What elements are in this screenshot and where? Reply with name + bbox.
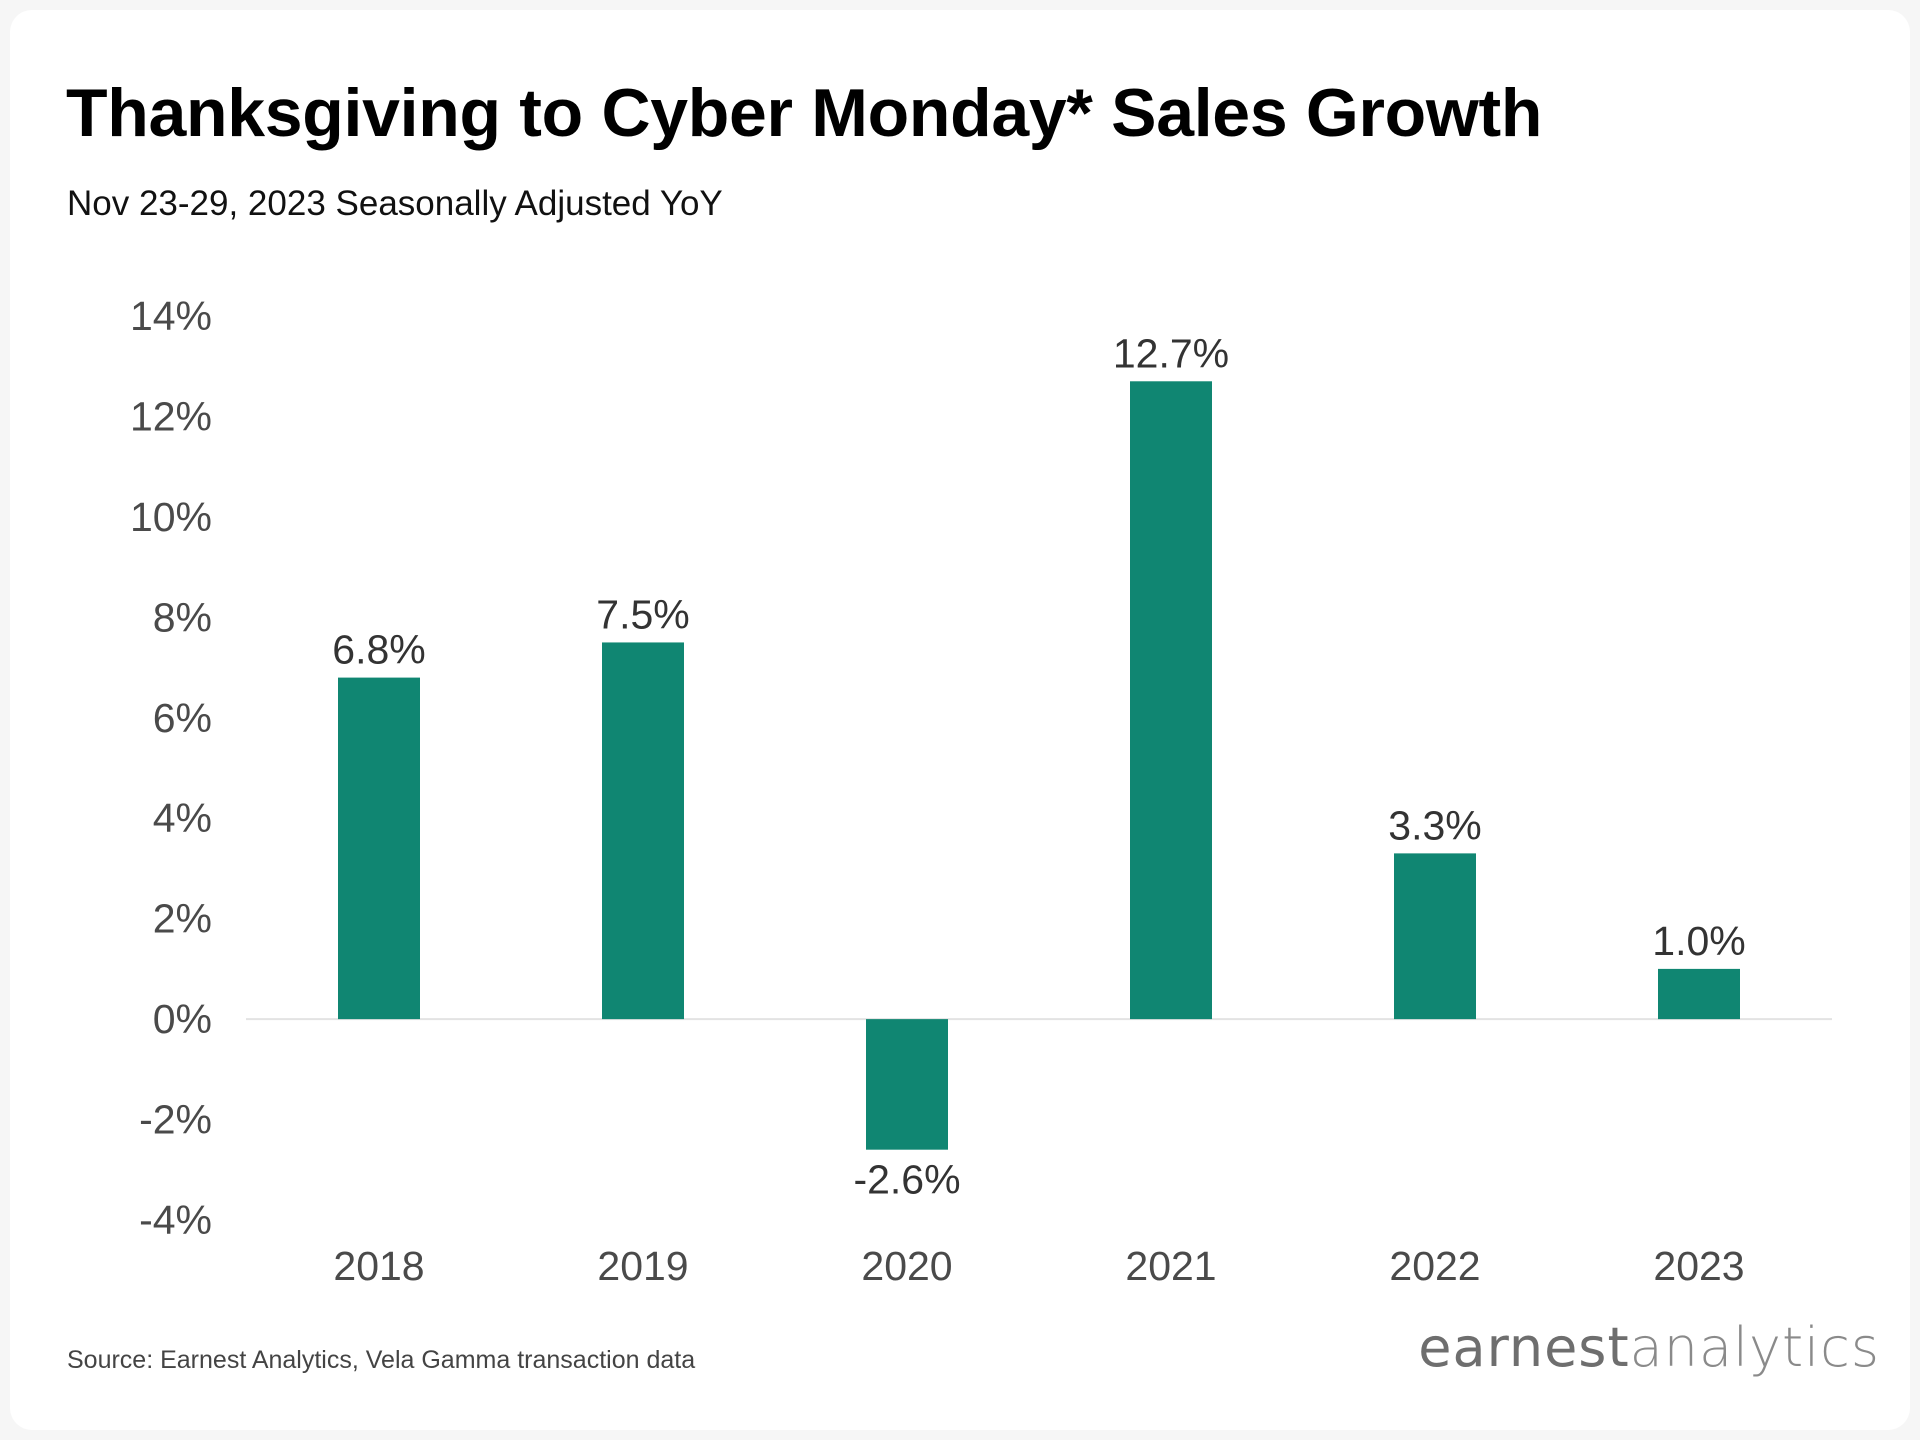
- x-tick-label-2023: 2023: [1653, 1243, 1744, 1289]
- logo-text-earnest: earnest: [1418, 1316, 1630, 1379]
- y-tick-label: 0%: [153, 996, 212, 1042]
- x-tick-label-2021: 2021: [1125, 1243, 1216, 1289]
- bar-2023: [1658, 968, 1740, 1020]
- y-tick-label: 12%: [130, 393, 212, 439]
- bar-2022: [1394, 853, 1476, 1020]
- data-label-2021: 12.7%: [1113, 330, 1229, 376]
- chart-title: Thanksgiving to Cyber Monday* Sales Grow…: [66, 75, 1543, 151]
- source-note: Source: Earnest Analytics, Vela Gamma tr…: [67, 1346, 696, 1374]
- x-tick-label-2022: 2022: [1389, 1243, 1480, 1289]
- x-tick-label-2018: 2018: [333, 1243, 424, 1289]
- data-label-2020: -2.6%: [853, 1157, 960, 1203]
- y-tick-label: 14%: [130, 293, 212, 339]
- y-tick-label: 10%: [130, 494, 212, 540]
- y-tick-label: 6%: [153, 695, 212, 741]
- data-label-2018: 6.8%: [332, 627, 425, 673]
- brand-logo: earnestanalytics: [1418, 1316, 1880, 1379]
- chart-card: [10, 10, 1910, 1430]
- data-label-2023: 1.0%: [1652, 918, 1745, 964]
- chart-subtitle: Nov 23-29, 2023 Seasonally Adjusted YoY: [67, 184, 723, 223]
- y-tick-label: 2%: [153, 896, 212, 942]
- y-tick-label: -2%: [139, 1097, 212, 1143]
- bar-2019: [602, 642, 684, 1020]
- y-tick-label: 4%: [153, 795, 212, 841]
- y-tick-label: -4%: [139, 1197, 212, 1243]
- y-tick-label: 8%: [153, 594, 212, 640]
- data-label-2019: 7.5%: [596, 591, 689, 637]
- bar-2018: [338, 677, 420, 1020]
- x-tick-label-2020: 2020: [861, 1243, 952, 1289]
- data-label-2022: 3.3%: [1388, 802, 1481, 848]
- x-tick-label-2019: 2019: [597, 1243, 688, 1289]
- logo-text-analytics: analytics: [1629, 1316, 1880, 1379]
- bar-2021: [1130, 381, 1212, 1020]
- bar-2020: [866, 1019, 948, 1150]
